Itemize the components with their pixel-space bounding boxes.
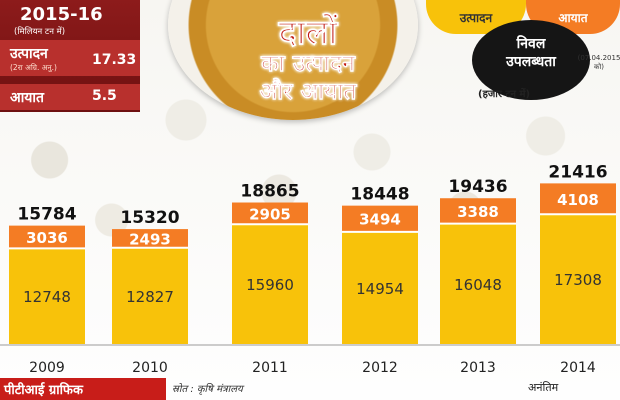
chart-title-line2: का उत्पादन: [261, 51, 355, 78]
bar-production-2013: [440, 223, 516, 344]
source-note: स्रोत : कृषि मंत्रालय: [172, 384, 243, 395]
info-box: 2015-16 (मिलियन टन में) उत्पादन (2रा अग्…: [0, 0, 140, 112]
bar-import-2012: [342, 205, 418, 232]
chart-title-line1: दालों: [278, 13, 338, 54]
chart-title-line3: और आयात: [259, 79, 357, 106]
legend-unit: (हजार टन में): [478, 89, 531, 100]
label-total-2009: 15784: [17, 205, 76, 225]
legend-net-line2: उपलब्धता: [506, 54, 556, 70]
x-tick-2014: 2014: [560, 360, 596, 376]
legend-net-availability: निवल उपलब्धता: [472, 20, 590, 100]
info-year: 2015-16: [20, 4, 103, 25]
bar-import-2011: [232, 202, 308, 225]
label-total-2010: 15320: [120, 208, 179, 228]
label-import-2010: 2493: [129, 230, 171, 248]
info-production-label: उत्पादन: [10, 46, 48, 62]
label-total-2013: 19436: [448, 177, 507, 197]
x-tick-2010: 2010: [132, 360, 168, 376]
bar-production-2014: [540, 214, 616, 344]
bar-import-2009: [9, 225, 85, 249]
label-import-2013: 3388: [457, 203, 499, 221]
info-production-value: 17.33: [92, 52, 137, 68]
label-import-2012: 3494: [359, 211, 401, 229]
x-tick-2011: 2011: [252, 360, 288, 376]
label-production-2010: 12827: [126, 288, 174, 306]
x-tick-2013: 2013: [460, 360, 496, 376]
info-import-value: 5.5: [92, 88, 117, 104]
label-import-2011: 2905: [249, 205, 291, 223]
bar-production-2011: [232, 224, 308, 344]
x-tick-2012: 2012: [362, 360, 398, 376]
info-import-label: आयात: [10, 90, 45, 106]
provisional-label: अनंतिम: [528, 381, 559, 394]
pti-graphic-credit: पीटीआई ग्राफिक: [0, 378, 166, 400]
bar-import-2014: [540, 183, 616, 215]
bar-production-2012: [342, 231, 418, 344]
bar-production-2010: [112, 247, 188, 344]
info-unit: (मिलियन टन में): [14, 27, 66, 37]
label-total-2012: 18448: [350, 185, 409, 205]
info-import-band: [0, 84, 140, 110]
label-total-2014: 21416: [548, 162, 607, 182]
info-production-note: (2रा अग्रि. अनु.): [10, 63, 57, 72]
bar-import-2010: [112, 229, 188, 248]
label-production-2009: 12748: [23, 288, 71, 306]
label-production-2014: 17308: [554, 271, 602, 289]
legend-import: आयात: [526, 0, 620, 34]
label-import-2014: 4108: [557, 191, 599, 209]
label-import-2009: 3036: [26, 229, 68, 247]
info-production-band: [0, 40, 140, 76]
legend-net-date-note: (07.04.2015 को): [577, 54, 620, 71]
bar-production-2009: [9, 248, 85, 344]
label-production-2013: 16048: [454, 276, 502, 294]
bar-import-2013: [440, 198, 516, 224]
label-production-2012: 14954: [356, 280, 404, 298]
legend-net-line1: निवल: [516, 36, 546, 52]
label-production-2011: 15960: [246, 276, 294, 294]
x-tick-2009: 2009: [29, 360, 65, 376]
label-total-2011: 18865: [240, 182, 299, 202]
